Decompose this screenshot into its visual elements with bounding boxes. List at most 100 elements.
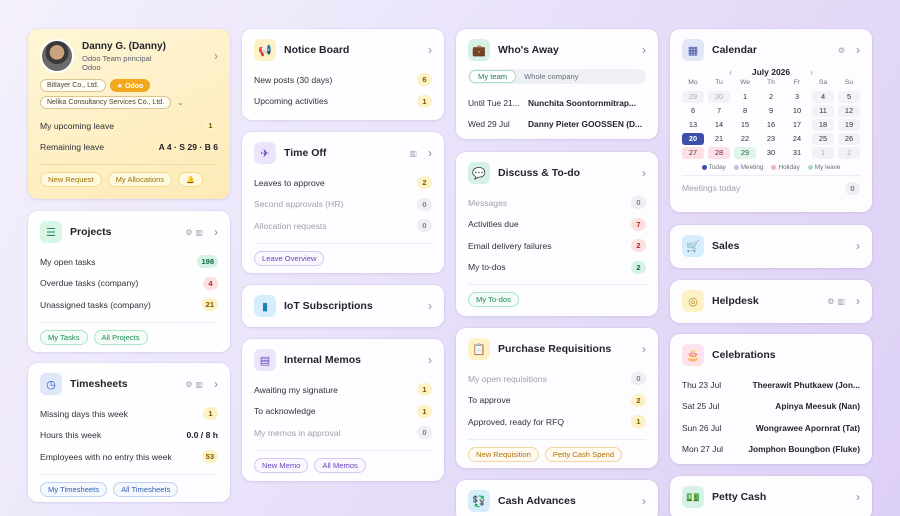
calendar-day[interactable]: 20	[682, 133, 704, 145]
calendar-day[interactable]: 3	[794, 92, 800, 101]
chevron-down-icon[interactable]: ⌄	[177, 98, 184, 107]
list-item[interactable]: Wed 29 Jul Danny Pieter GOOSSEN (D...	[468, 118, 643, 129]
tab-my-team[interactable]: My team	[469, 70, 517, 83]
calendar-day[interactable]: 29	[682, 91, 704, 103]
chevron-right-icon[interactable]: ›	[642, 43, 646, 57]
calendar-day[interactable]: 29	[734, 147, 756, 159]
calendar-day[interactable]: 30	[708, 91, 730, 103]
all-memos-button[interactable]: All Memos	[314, 457, 366, 473]
calendar-day[interactable]: 11	[812, 105, 834, 117]
cash-advances-card[interactable]: 💱 Cash Advances ›	[456, 480, 658, 516]
list-item[interactable]: To acknowledge 1	[254, 401, 432, 423]
all-projects-button[interactable]: All Projects	[93, 329, 148, 345]
list-item[interactable]: Missing days this week 1	[40, 403, 218, 425]
new-requisition-button[interactable]: New Requisition	[468, 446, 539, 462]
chevron-right-icon[interactable]: ›	[642, 342, 646, 356]
list-item[interactable]: Upcoming activities 1	[254, 91, 432, 113]
calendar-day[interactable]: 30	[766, 148, 776, 157]
my-allocations-button[interactable]: My Allocations	[107, 172, 173, 187]
calendar-day[interactable]: 19	[838, 119, 860, 131]
calendar-day[interactable]: 4	[812, 91, 834, 103]
avatar[interactable]	[40, 39, 74, 73]
list-item[interactable]: To approve 2	[468, 390, 646, 412]
bell-icon[interactable]: 🔔	[178, 172, 203, 187]
calendar-day[interactable]: 12	[838, 105, 860, 117]
calendar-day[interactable]: 23	[766, 134, 776, 143]
list-item[interactable]: My memos in approval 0	[254, 422, 432, 444]
list-item[interactable]: My to-dos 2	[468, 257, 646, 279]
calendar-day[interactable]: 24	[792, 134, 802, 143]
chevron-right-icon[interactable]: ›	[642, 166, 646, 180]
calendar-day[interactable]: 5	[838, 91, 860, 103]
list-item[interactable]: Thu 23 Jul Theerawit Phutkaew (Jon...	[682, 379, 860, 390]
calendar-day[interactable]: 13	[688, 120, 698, 129]
list-item[interactable]: Approved, ready for RFQ 1	[468, 411, 646, 433]
calendar-day[interactable]: 28	[708, 147, 730, 159]
calendar-day[interactable]: 1	[812, 147, 834, 159]
calendar-day[interactable]: 9	[768, 106, 774, 115]
chevron-right-icon[interactable]: ›	[856, 43, 860, 57]
gear-icon[interactable]: ⚙	[837, 45, 848, 55]
leave-overview-button[interactable]: Leave Overview	[254, 250, 325, 266]
calendar-day[interactable]: 25	[812, 133, 834, 145]
calendar-day[interactable]: 31	[792, 148, 802, 157]
petty-cash-card[interactable]: 💵 Petty Cash ›	[670, 476, 872, 516]
settings-chart-icons[interactable]: ⚙▥	[185, 227, 206, 237]
chevron-right-icon[interactable]: ›	[428, 353, 432, 367]
list-item[interactable]: Until Tue 21... Nunchita Soontornmitrap..…	[468, 97, 636, 108]
my-todos-button[interactable]: My To-dos	[468, 292, 519, 307]
calendar-day[interactable]: 18	[812, 119, 834, 131]
new-memo-button[interactable]: New Memo	[254, 457, 309, 473]
list-item[interactable]: Email delivery failures 2	[468, 235, 646, 257]
new-request-button[interactable]: New Request	[40, 172, 102, 187]
calendar-day[interactable]: 10	[792, 106, 802, 115]
tab-whole-company[interactable]: Whole company	[524, 72, 579, 81]
calendar-day[interactable]: 17	[792, 120, 802, 129]
chevron-right-icon[interactable]: ›	[214, 377, 218, 391]
calendar-day[interactable]: 8	[742, 106, 748, 115]
list-item[interactable]: My open tasks 198	[40, 251, 218, 273]
chevron-right-icon[interactable]: ›	[214, 225, 218, 239]
list-item[interactable]: Activities due 7	[468, 214, 646, 236]
my-timesheets-button[interactable]: My Timesheets	[40, 481, 108, 497]
list-item[interactable]: Mon 27 Jul Jomphon Boungbon (Fluke)	[682, 444, 860, 455]
list-item[interactable]: Sun 26 Jul Wongrawee Apornrat (Tat)	[682, 422, 860, 433]
chevron-right-icon[interactable]: ›	[428, 146, 432, 160]
list-item[interactable]: Second approvals (HR) 0	[254, 194, 432, 216]
chevron-right-icon[interactable]: ›	[856, 239, 860, 253]
chevron-right-icon[interactable]: ›	[428, 43, 432, 57]
company-tag[interactable]: Bitlayer Co., Ltd.	[40, 79, 106, 92]
calendar-day[interactable]: 2	[838, 147, 860, 159]
next-month-icon[interactable]: ›	[810, 67, 813, 77]
list-item[interactable]: Messages 0	[468, 192, 646, 214]
list-item[interactable]: My open requisitions 0	[468, 368, 646, 390]
settings-chart-icons[interactable]: ⚙▥	[185, 379, 206, 389]
chevron-right-icon[interactable]: ›	[642, 494, 646, 508]
list-item[interactable]: Allocation requests 0	[254, 215, 432, 237]
chevron-right-icon[interactable]: ›	[856, 294, 860, 308]
calendar-day[interactable]: 22	[740, 134, 750, 143]
calendar-day[interactable]: 14	[714, 120, 724, 129]
list-item[interactable]: Employees with no entry this week 53	[40, 446, 218, 468]
prev-month-icon[interactable]: ‹	[729, 67, 732, 77]
list-item[interactable]: Sat 25 Jul Apinya Meesuk (Nan)	[682, 401, 860, 412]
calendar-day[interactable]: 27	[682, 147, 704, 159]
upcoming-leave-row[interactable]: My upcoming leave 1	[40, 115, 218, 137]
all-timesheets-button[interactable]: All Timesheets	[113, 481, 179, 497]
calendar-day[interactable]: 15	[740, 120, 750, 129]
company-tag-active[interactable]: ★ Odoo	[109, 79, 151, 92]
chevron-right-icon[interactable]: ›	[428, 299, 432, 313]
calendar-day[interactable]: 26	[838, 133, 860, 145]
chevron-right-icon[interactable]: ›	[214, 49, 218, 63]
calendar-day[interactable]: 16	[766, 120, 776, 129]
chevron-right-icon[interactable]: ›	[856, 490, 860, 504]
chart-icon[interactable]: ▥	[409, 148, 420, 158]
list-item[interactable]: Unassigned tasks (company) 21	[40, 294, 218, 316]
calendar-day[interactable]: 1	[742, 92, 748, 101]
calendar-day[interactable]: 2	[768, 92, 774, 101]
calendar-day[interactable]: 21	[714, 134, 724, 143]
iot-subscriptions-card[interactable]: ▮ IoT Subscriptions ›	[242, 285, 444, 327]
list-item[interactable]: New posts (30 days) 6	[254, 69, 432, 91]
my-tasks-button[interactable]: My Tasks	[40, 329, 88, 345]
list-item[interactable]: Overdue tasks (company) 4	[40, 273, 218, 295]
